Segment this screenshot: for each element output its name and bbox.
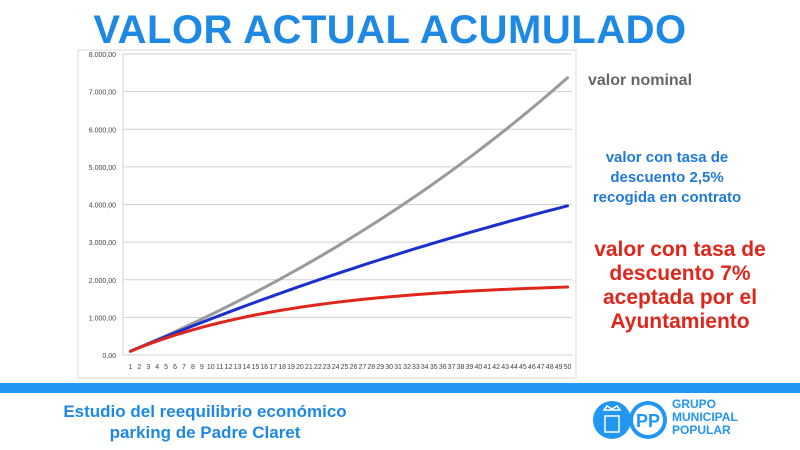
x-tick-label: 14 (243, 364, 251, 371)
legend-blue: valor con tasa de descuento 2,5% recogid… (582, 148, 752, 208)
x-tick-label: 17 (269, 364, 277, 371)
x-tick-label: 20 (296, 364, 304, 371)
x-tick-label: 22 (314, 364, 322, 371)
page-title: VALOR ACTUAL ACUMULADO (93, 8, 687, 52)
x-tick-label: 10 (207, 364, 215, 371)
y-tick-label: 6.000,00 (89, 127, 116, 134)
legend-blue-line: descuento 2,5% (610, 169, 724, 186)
x-tick-label: 45 (519, 364, 527, 371)
y-tick-label: 1.000,00 (89, 315, 116, 322)
series-line (128, 204, 570, 353)
x-tick-label: 12 (225, 364, 233, 371)
y-tick-label: 5.000,00 (89, 165, 116, 172)
logo-text: GRUPO MUNICIPAL POPULAR (672, 398, 738, 437)
logo-line: GRUPO (672, 397, 717, 411)
x-tick-label: 43 (501, 364, 509, 371)
x-tick-label: 37 (448, 364, 456, 371)
legend-red: valor con tasa de descuento 7% aceptada … (580, 238, 780, 334)
x-tick-label: 5 (164, 364, 168, 371)
coat-of-arms-icon (593, 401, 631, 439)
party-logo: PP (593, 401, 667, 439)
x-tick-label: 29 (376, 364, 384, 371)
x-tick-label: 46 (528, 364, 536, 371)
x-tick-label: 13 (234, 364, 242, 371)
x-tick-label: 33 (412, 364, 420, 371)
x-tick-label: 38 (457, 364, 465, 371)
x-tick-label: 3 (146, 364, 150, 371)
y-tick-label: 0,00 (102, 353, 116, 360)
logo-line: POPULAR (672, 423, 731, 437)
x-tick-label: 40 (474, 364, 482, 371)
x-tick-label: 31 (394, 364, 402, 371)
footer-line: parking de Padre Claret (109, 423, 301, 442)
legend-nominal: valor nominal (587, 72, 693, 89)
legend-red-line: Ayuntamiento (610, 310, 750, 333)
x-tick-label: 11 (216, 364, 223, 371)
x-tick-label: 21 (305, 364, 313, 371)
legend-red-line: aceptada por el (602, 286, 758, 309)
x-tick-label: 2 (137, 364, 141, 371)
x-tick-label: 24 (332, 364, 340, 371)
x-tick-label: 16 (260, 364, 268, 371)
x-tick-label: 18 (278, 364, 286, 371)
x-tick-label: 39 (466, 364, 474, 371)
series-line (128, 285, 570, 353)
logo-line: MUNICIPAL (672, 410, 738, 424)
x-tick-label: 19 (287, 364, 295, 371)
x-tick-label: 49 (555, 364, 563, 371)
y-tick-label: 8.000,00 (89, 52, 116, 59)
x-tick-label: 35 (430, 364, 438, 371)
legend-red-line: valor con tasa de (594, 238, 766, 261)
y-tick-label: 2.000,00 (89, 278, 116, 285)
series-line (128, 76, 570, 353)
x-tick-label: 47 (537, 364, 545, 371)
x-tick-label: 50 (564, 364, 572, 371)
y-tick-label: 7.000,00 (89, 90, 116, 97)
x-tick-label: 28 (367, 364, 375, 371)
legend-blue-line: recogida en contrato (592, 189, 742, 206)
x-tick-label: 48 (546, 364, 554, 371)
x-tick-label: 30 (385, 364, 393, 371)
x-tick-label: 32 (403, 364, 411, 371)
x-tick-label: 27 (358, 364, 366, 371)
legend-blue-line: valor con tasa de (605, 149, 729, 166)
x-tick-label: 23 (323, 364, 331, 371)
x-tick-label: 8 (191, 364, 195, 371)
x-tick-label: 44 (510, 364, 518, 371)
x-tick-label: 6 (173, 364, 177, 371)
x-tick-label: 4 (155, 364, 159, 371)
x-tick-label: 1 (129, 364, 133, 371)
x-tick-label: 42 (492, 364, 500, 371)
y-tick-label: 3.000,00 (89, 240, 116, 247)
x-tick-label: 26 (350, 364, 358, 371)
y-tick-label: 4.000,00 (89, 203, 116, 210)
footer-line: Estudio del reequilibrio económico (63, 402, 347, 421)
x-tick-label: 9 (200, 364, 204, 371)
pp-mark: PP (636, 411, 660, 431)
x-tick-label: 41 (483, 364, 491, 371)
x-tick-label: 15 (251, 364, 259, 371)
x-tick-label: 25 (341, 364, 349, 371)
chart-border (77, 49, 577, 379)
footer-stripe (0, 383, 800, 393)
x-tick-label: 36 (439, 364, 447, 371)
footer-caption: Estudio del reequilibrio económico parki… (30, 401, 380, 443)
x-tick-label: 7 (182, 364, 186, 371)
legend-red-line: descuento 7% (609, 262, 751, 285)
x-tick-label: 34 (421, 364, 429, 371)
